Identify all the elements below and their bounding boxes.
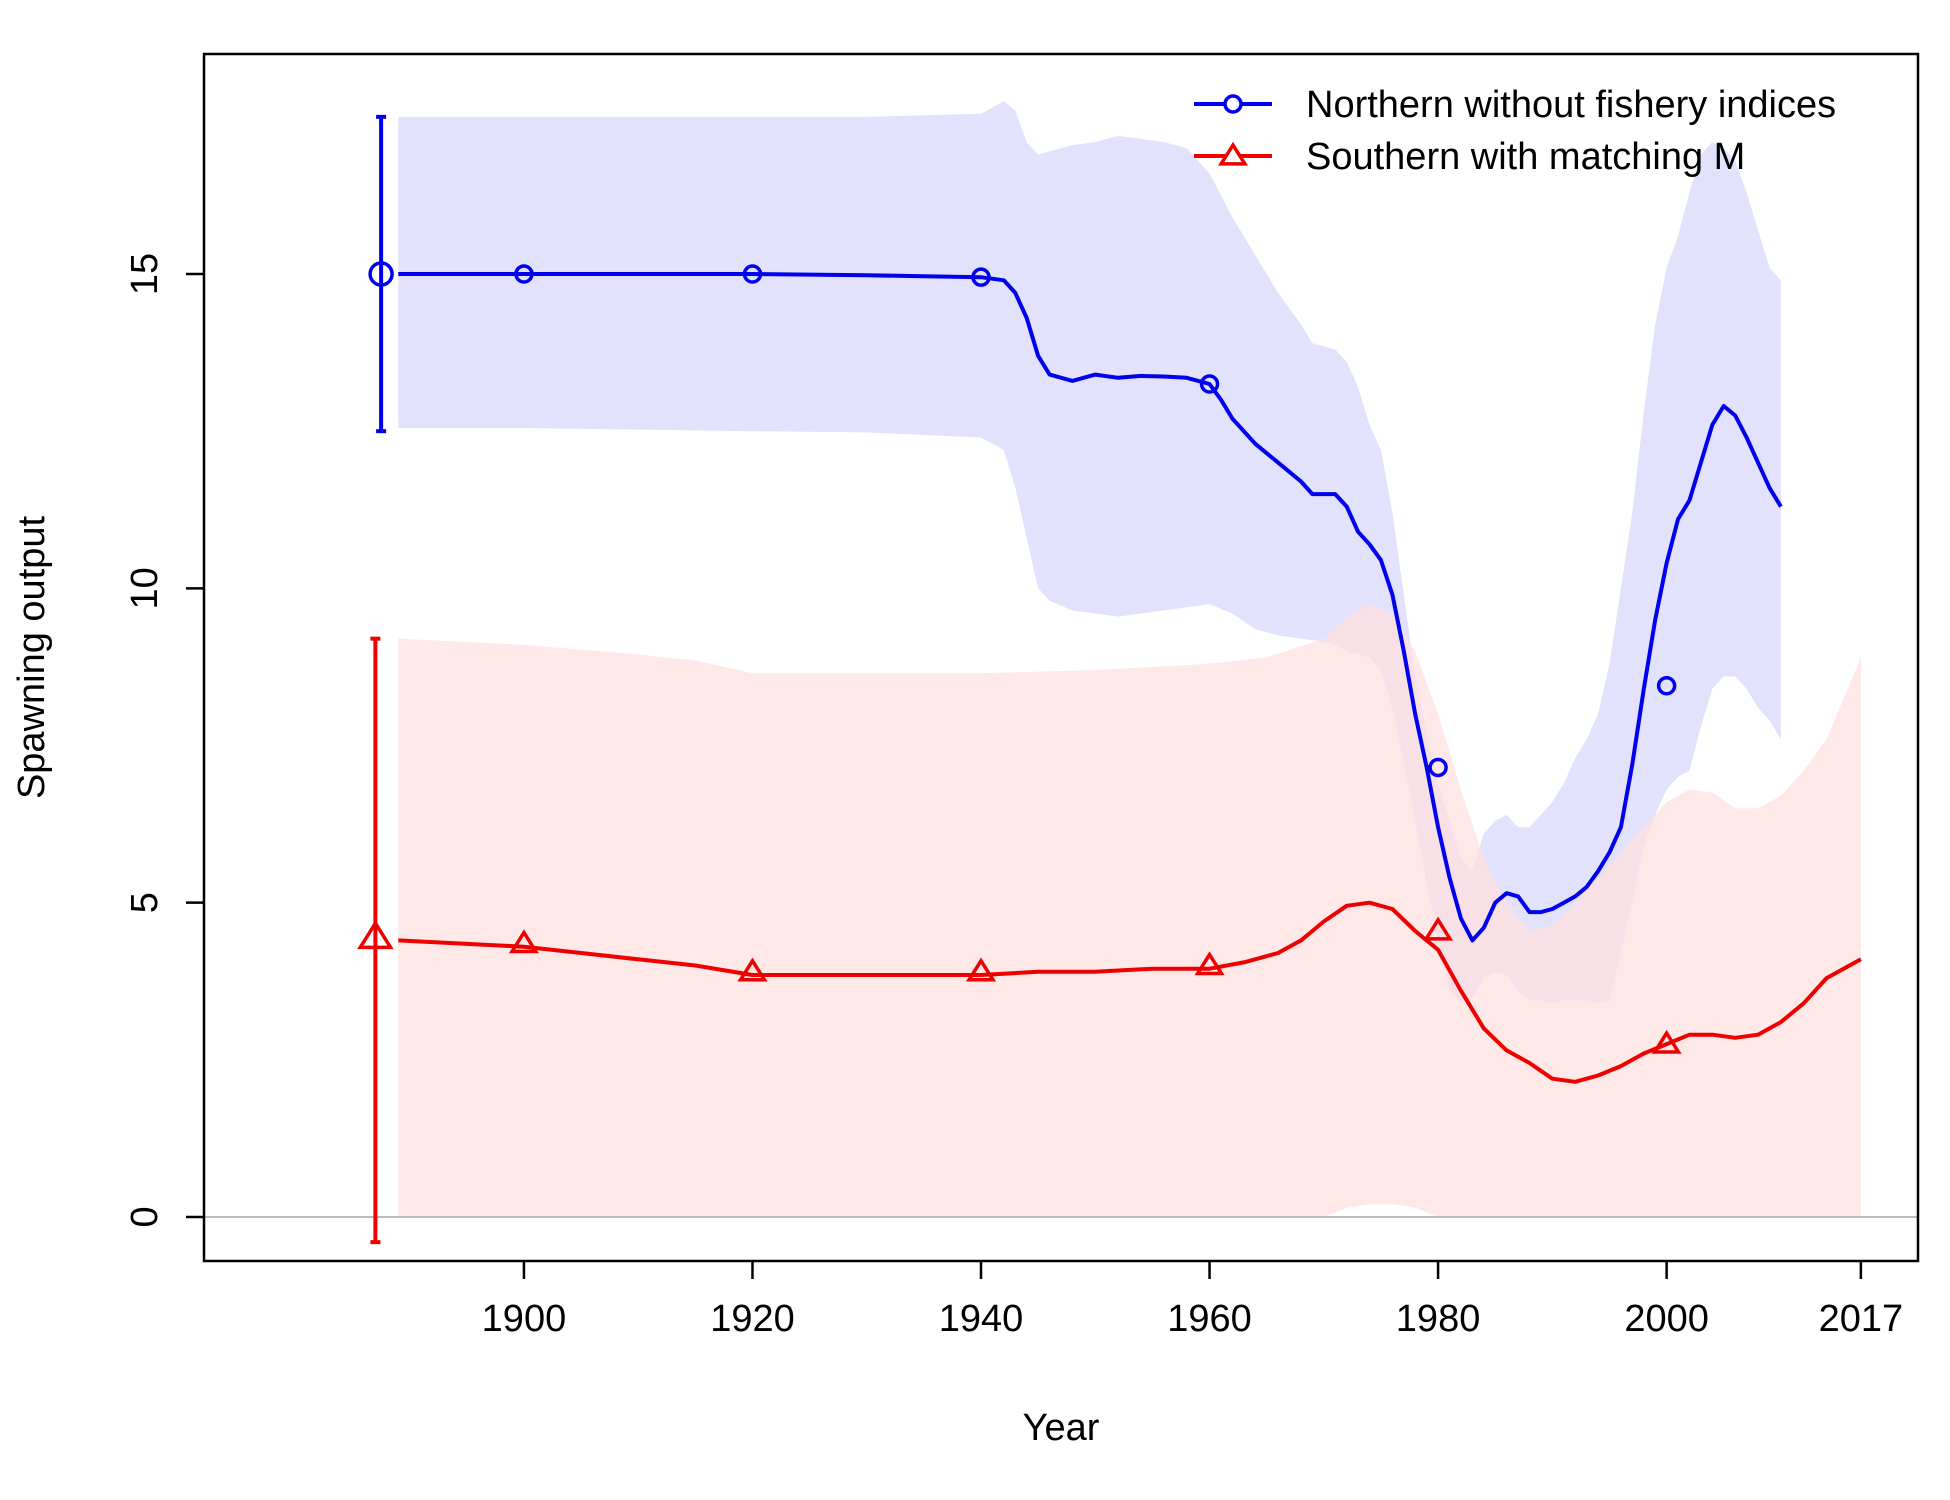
x-tick-label-1900: 1900 — [482, 1298, 567, 1340]
y-tick-label-5: 5 — [124, 892, 166, 913]
y-tick-label-10: 10 — [124, 567, 166, 609]
x-axis: 1900 1920 1940 1960 1980 2000 2017 — [482, 1261, 1903, 1340]
x-tick-label-1960: 1960 — [1167, 1298, 1252, 1340]
plot-frame — [202, 52, 1920, 1263]
x-tick-label-1940: 1940 — [939, 1298, 1024, 1340]
line-southern — [398, 900, 1862, 1084]
marker-northern-1920 — [742, 264, 763, 284]
marker-northern-1940 — [971, 267, 991, 287]
marker-northern-1960 — [1199, 374, 1220, 394]
line-northern — [398, 272, 1783, 943]
marker-southern-1960 — [1194, 951, 1225, 976]
initial-point-northern — [368, 261, 394, 287]
legend-label-southern: Southern with matching M — [1306, 136, 1745, 178]
y-axis-title: Spawning output — [11, 516, 53, 800]
legend: Northern without fishery indices Southern… — [1194, 84, 1836, 178]
series-markers — [357, 261, 1682, 1054]
marker-southern-1940 — [965, 957, 997, 982]
series-lines — [370, 114, 1862, 1245]
band-southern — [398, 604, 1861, 1217]
marker-southern-1920 — [737, 957, 768, 982]
x-tick-label-2000: 2000 — [1624, 1298, 1709, 1340]
y-tick-label-0: 0 — [124, 1206, 166, 1227]
marker-southern-1900 — [508, 929, 539, 954]
legend-marker-southern — [1217, 141, 1249, 166]
confidence-bands — [398, 101, 1861, 1217]
marker-northern-2000 — [1656, 676, 1677, 696]
legend-marker-northern — [1223, 94, 1243, 114]
x-tick-label-1920: 1920 — [710, 1298, 795, 1340]
x-tick-label-2017: 2017 — [1819, 1298, 1904, 1340]
initial-point-southern — [357, 919, 394, 950]
marker-southern-2000 — [1651, 1029, 1682, 1054]
legend-label-northern: Northern without fishery indices — [1306, 84, 1836, 126]
x-axis-title: Year — [1023, 1407, 1100, 1449]
marker-northern-1900 — [514, 264, 534, 284]
marker-northern-1980 — [1428, 757, 1448, 778]
marker-southern-1980 — [1423, 916, 1454, 941]
y-axis: 0 5 10 15 — [124, 253, 204, 1228]
x-tick-label-1980: 1980 — [1396, 1298, 1481, 1340]
y-tick-label-15: 15 — [124, 253, 166, 295]
